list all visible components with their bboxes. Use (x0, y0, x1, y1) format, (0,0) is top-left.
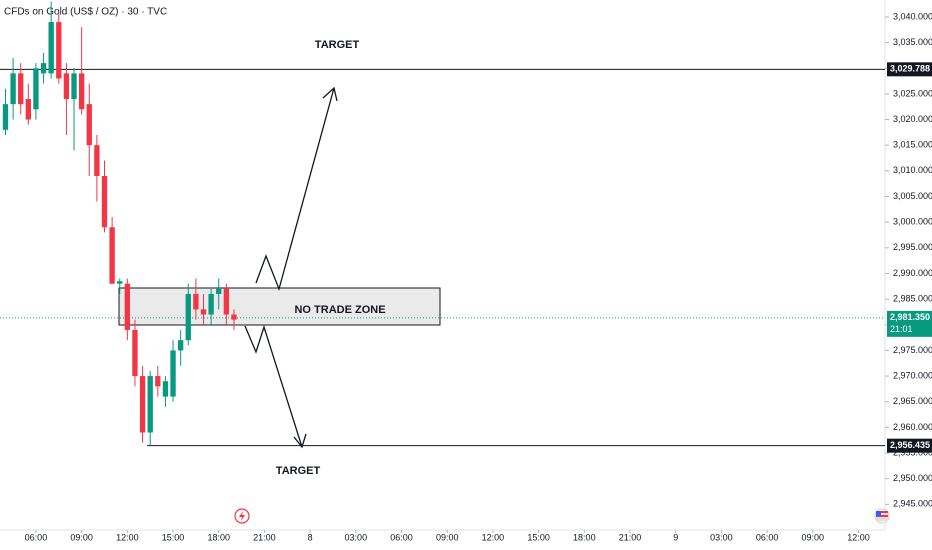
arrow-head (322, 86, 338, 102)
target-label: TARGET (315, 39, 360, 51)
y-tick-label: 3,000.000 (893, 217, 932, 227)
target-label: TARGET (276, 465, 321, 477)
zone-label: NO TRADE ZONE (294, 304, 385, 316)
candle-body (132, 329, 138, 377)
candle-body (25, 99, 31, 120)
y-tick-label: 2,990.000 (893, 268, 932, 278)
candle-body (101, 175, 108, 228)
price-label-box (887, 438, 932, 453)
y-tick-label: 3,005.000 (893, 191, 932, 201)
x-tick-label: 21:00 (619, 532, 642, 542)
price-label-box (887, 62, 932, 77)
y-tick-label: 2,985.000 (893, 293, 932, 303)
x-tick-label: 12:00 (847, 532, 870, 542)
candle-body (109, 227, 115, 284)
y-tick-label: 2,970.000 (893, 370, 932, 380)
candle-body (94, 145, 100, 176)
candle-body (18, 73, 24, 105)
x-tick-label: 18:00 (573, 532, 596, 542)
x-tick-label: 09:00 (436, 532, 459, 542)
candle-body (139, 376, 146, 433)
y-tick-label: 2,945.000 (893, 499, 932, 509)
y-tick-label: 2,995.000 (893, 242, 932, 252)
x-tick-label: 21:00 (253, 532, 276, 542)
x-tick-label: 06:00 (25, 532, 48, 542)
candle-body (71, 73, 77, 100)
chart-title: CFDs on Gold (US$ / OZ) · 30 · TVC (4, 7, 167, 18)
y-tick-label: 3,025.000 (893, 88, 932, 98)
x-tick-label: 06:00 (756, 532, 779, 542)
x-tick-label: 09:00 (802, 532, 825, 542)
candle-body (10, 73, 16, 105)
arrow-head (293, 433, 307, 449)
y-tick-label: 3,015.000 (893, 140, 932, 150)
candle-body (124, 283, 131, 330)
candle-body (86, 104, 92, 146)
y-tick-label: 3,020.000 (893, 114, 932, 124)
y-tick-label: 3,035.000 (893, 37, 932, 47)
candle-body (223, 288, 230, 315)
x-tick-label: 03:00 (710, 532, 733, 542)
x-tick-label: 8 (308, 532, 313, 542)
candle-body (56, 22, 62, 79)
candle-body (200, 309, 207, 315)
x-tick-label: 12:00 (116, 532, 139, 542)
x-tick-label: 09:00 (70, 532, 93, 542)
candle-body (2, 104, 9, 130)
candle-body (170, 350, 176, 397)
y-tick-label: 3,040.000 (893, 11, 932, 21)
candle-body (177, 340, 184, 351)
candle-body (231, 314, 237, 320)
x-tick-label: 18:00 (207, 532, 230, 542)
x-tick-label: 03:00 (345, 532, 368, 542)
current-price-box (887, 310, 932, 337)
y-tick-label: 2,975.000 (893, 345, 932, 355)
candle-body (78, 73, 85, 110)
y-tick-label: 2,960.000 (893, 422, 932, 432)
candle-body (162, 381, 169, 397)
price-label: 3,029.788 (890, 64, 930, 74)
x-tick-label: 15:00 (162, 532, 185, 542)
candle-body (117, 281, 123, 284)
current-price-label: 2,981.350 (890, 312, 930, 322)
candle-body (147, 376, 153, 433)
candle-body (193, 293, 199, 310)
candle-body (216, 288, 222, 294)
candle-body (33, 68, 39, 110)
candle-body (40, 63, 47, 74)
y-tick-label: 2,965.000 (893, 396, 932, 406)
candle-body (208, 293, 214, 315)
arrow-down (244, 324, 303, 448)
x-tick-label: 15:00 (527, 532, 550, 542)
y-tick-label: 2,950.000 (893, 473, 932, 483)
candle-body (155, 376, 161, 387)
countdown-label: 21:01 (890, 324, 913, 334)
candle-body (185, 293, 191, 341)
x-tick-label: 06:00 (390, 532, 413, 542)
candle-body (63, 73, 70, 100)
arrows (244, 86, 338, 449)
x-tick-label: 12:00 (482, 532, 505, 542)
replay-icon (234, 508, 250, 524)
y-tick-label: 3,010.000 (893, 165, 932, 175)
x-tick-label: 9 (673, 532, 678, 542)
no-trade-zone (118, 287, 441, 326)
price-label: 2,956.435 (890, 440, 930, 450)
flag-icon (874, 508, 890, 524)
candle-body (48, 22, 54, 74)
arrow-up (255, 87, 335, 292)
